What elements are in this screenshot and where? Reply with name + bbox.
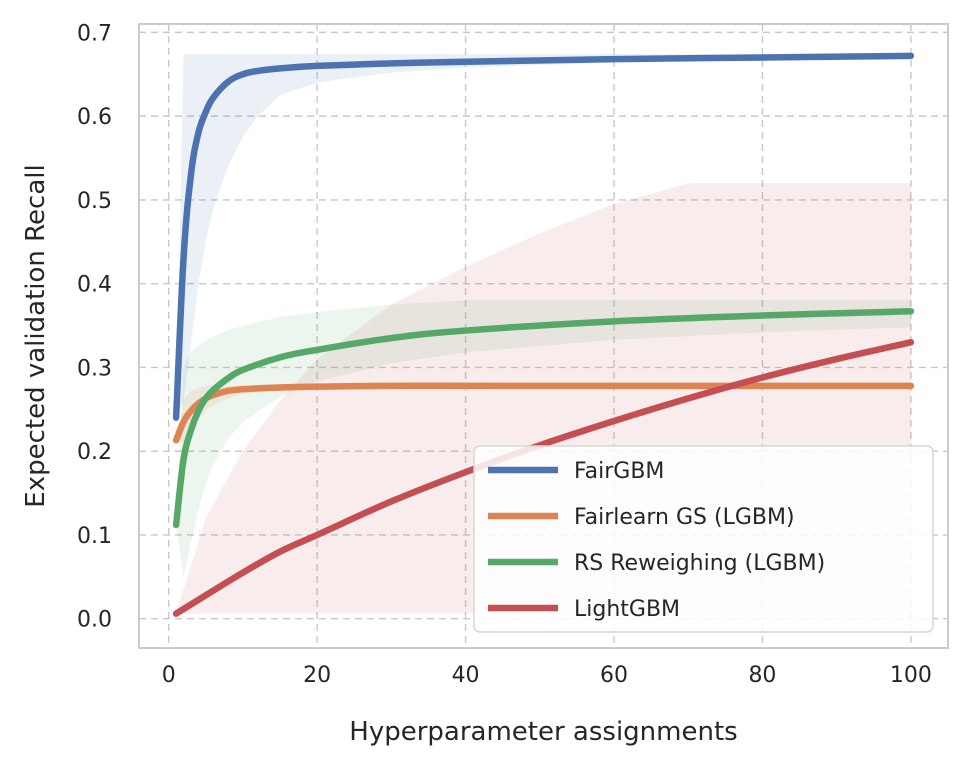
x-tick-label: 100	[890, 663, 932, 688]
y-tick-label: 0.6	[77, 105, 112, 130]
y-axis-label: Expected validation Recall	[21, 164, 51, 507]
series-line	[172, 308, 915, 529]
legend-entry: Fairlearn GS (LGBM)	[574, 505, 795, 530]
plot-frame	[138, 23, 949, 649]
x-axis-label: Hyperparameter assignments	[349, 717, 737, 747]
series-lines	[172, 52, 915, 617]
x-tick-label: 40	[452, 663, 480, 688]
legend: FairGBM Fairlearn GS (LGBM) RS Reweighing …	[473, 445, 934, 633]
legend-entry: FairGBM	[574, 459, 664, 484]
y-tick-label: 0.1	[77, 524, 112, 549]
legend-entry: RS Reweighing (LGBM)	[574, 551, 825, 576]
confidence-band	[176, 300, 911, 577]
x-tick-label: 20	[303, 663, 331, 688]
y-tick-label: 0.4	[77, 273, 112, 298]
series-line	[172, 339, 915, 617]
series-line	[172, 52, 915, 421]
x-tick-label: 80	[748, 663, 776, 688]
x-tick-label: 0	[162, 663, 176, 688]
legend-entry: LightGBM	[574, 597, 680, 622]
x-tick-label: 60	[600, 663, 628, 688]
y-tick-label: 0.7	[77, 21, 112, 46]
y-tick-label: 0.3	[77, 356, 112, 381]
x-axis-ticks: 0 20 40 60 80 100	[162, 663, 932, 688]
y-tick-label: 0.0	[77, 608, 112, 633]
y-axis-ticks: 0.0 0.1 0.2 0.3 0.4 0.5 0.6 0.7	[77, 21, 112, 632]
legend-box	[473, 445, 934, 633]
series-line	[172, 382, 915, 444]
y-tick-label: 0.2	[77, 440, 112, 465]
y-tick-label: 0.5	[77, 189, 112, 214]
confidence-band	[176, 54, 911, 418]
